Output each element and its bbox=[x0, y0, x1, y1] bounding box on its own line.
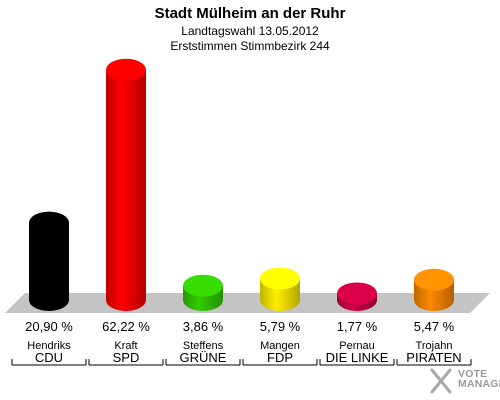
value-label: 5,79 % bbox=[260, 319, 301, 334]
bar-cdu bbox=[29, 211, 69, 311]
candidate-label: Hendriks bbox=[27, 340, 71, 352]
candidate-label: Kraft bbox=[114, 340, 137, 352]
bar-piraten bbox=[414, 268, 454, 311]
candidate-label: Mangen bbox=[260, 340, 300, 352]
vote-manager-logo-icon bbox=[430, 368, 452, 394]
candidate-label: Trojahn bbox=[416, 340, 453, 352]
bar-grüne bbox=[183, 274, 223, 311]
value-label: 1,77 % bbox=[337, 319, 378, 334]
value-label: 20,90 % bbox=[25, 319, 73, 334]
chart-subtitle: Landtagswahl 13.05.2012 bbox=[181, 24, 319, 38]
value-label: 62,22 % bbox=[102, 319, 150, 334]
party-label: SPD bbox=[113, 350, 140, 365]
value-label: 5,47 % bbox=[414, 319, 455, 334]
party-label: PIRATEN bbox=[406, 350, 461, 365]
bar-spd bbox=[106, 58, 146, 311]
party-label: CDU bbox=[35, 350, 63, 365]
party-label: GRÜNE bbox=[180, 350, 227, 365]
party-label: FDP bbox=[267, 350, 293, 365]
chart-subtitle-2: Erststimmen Stimmbezirk 244 bbox=[170, 39, 330, 53]
bar-fdp bbox=[260, 267, 300, 311]
value-label: 3,86 % bbox=[183, 319, 224, 334]
vote-manager-logo: VOTE MANAGER bbox=[458, 368, 500, 390]
candidate-label: Pernau bbox=[339, 340, 374, 352]
bar-die-linke bbox=[337, 282, 377, 311]
candidate-label: Steffens bbox=[183, 340, 224, 352]
chart-title: Stadt Mülheim an der Ruhr bbox=[154, 5, 346, 22]
party-label: DIE LINKE bbox=[326, 350, 389, 365]
